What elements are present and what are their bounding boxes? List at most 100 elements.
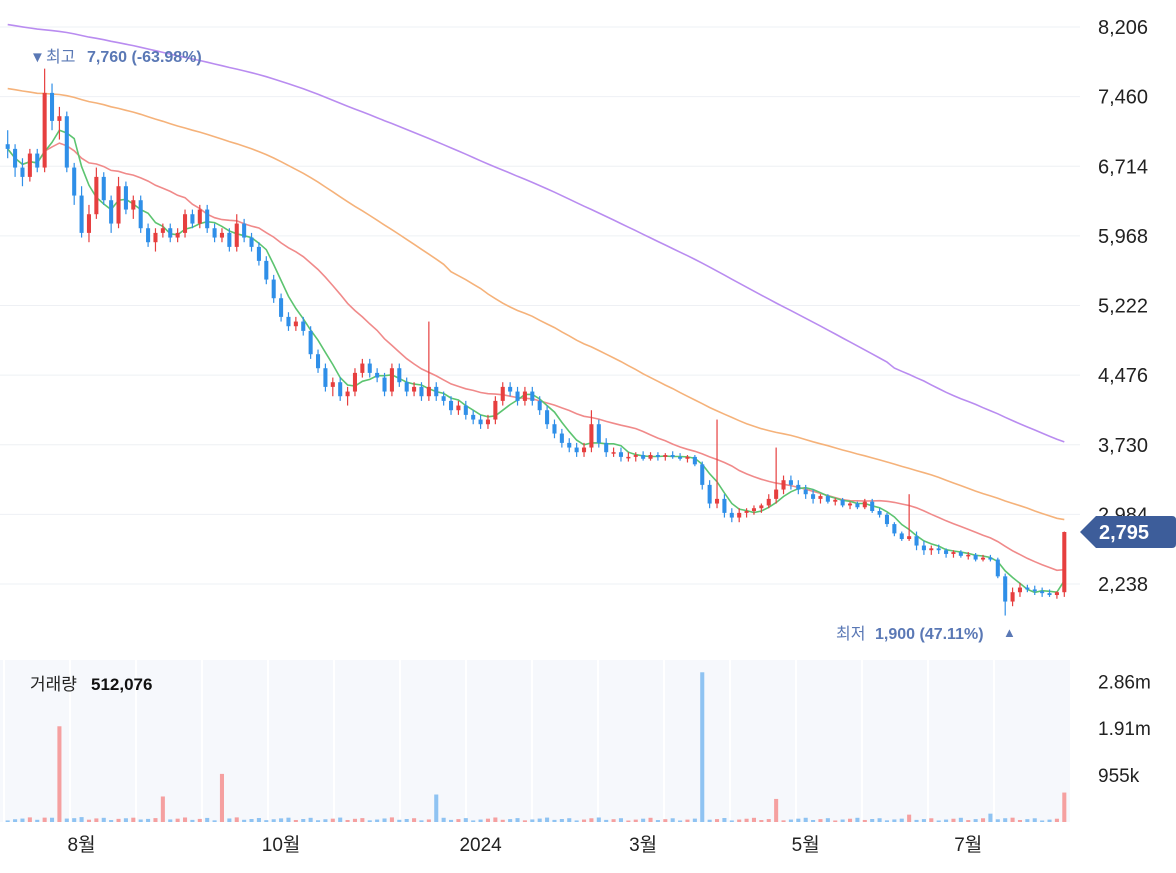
volume-bar[interactable] [818, 819, 823, 822]
candle[interactable] [485, 414, 491, 429]
candle[interactable] [212, 223, 217, 243]
candle[interactable] [840, 497, 845, 508]
candle[interactable] [818, 494, 823, 504]
candle[interactable] [973, 553, 978, 562]
volume-bar[interactable] [338, 817, 343, 822]
candle[interactable] [1062, 531, 1067, 597]
candle[interactable] [655, 452, 660, 461]
candle[interactable] [833, 497, 838, 506]
candle[interactable] [182, 209, 188, 238]
candle[interactable] [456, 400, 461, 415]
candle[interactable] [389, 363, 394, 397]
volume-bar[interactable] [641, 818, 646, 822]
candle[interactable] [663, 453, 668, 461]
volume-bar[interactable] [936, 820, 941, 822]
candle[interactable] [559, 428, 564, 448]
candle[interactable] [707, 480, 712, 509]
volume-bar[interactable] [678, 820, 683, 822]
candle[interactable] [781, 475, 786, 495]
volume-bar[interactable] [751, 817, 757, 822]
candle[interactable] [397, 363, 402, 387]
candle[interactable] [338, 377, 343, 401]
candle[interactable] [20, 158, 25, 187]
volume-bar[interactable] [131, 817, 136, 822]
candle[interactable] [522, 386, 527, 406]
volume-bar[interactable] [456, 819, 461, 822]
volume-bar[interactable] [700, 672, 705, 822]
candle[interactable] [1025, 584, 1030, 593]
volume-bar[interactable] [633, 819, 638, 822]
volume-bar[interactable] [589, 818, 594, 822]
candle[interactable] [825, 494, 830, 504]
volume-bar[interactable] [567, 818, 572, 822]
volume-bar[interactable] [94, 818, 99, 822]
volume-bar[interactable] [308, 817, 313, 822]
volume-bar[interactable] [315, 820, 321, 822]
volume-bar[interactable] [175, 818, 180, 822]
volume-bar[interactable] [197, 818, 202, 822]
candle[interactable] [515, 386, 520, 406]
volume-bar[interactable] [552, 819, 557, 822]
volume-bar[interactable] [123, 818, 128, 822]
candle[interactable] [648, 452, 653, 461]
volume-bar[interactable] [249, 819, 254, 822]
volume-bar[interactable] [35, 819, 40, 822]
volume-bar[interactable] [892, 819, 897, 822]
candle[interactable] [308, 326, 313, 359]
volume-bar[interactable] [279, 818, 284, 822]
candle[interactable] [862, 498, 867, 510]
candle[interactable] [921, 540, 926, 555]
candle[interactable] [567, 438, 572, 453]
candle[interactable] [227, 228, 232, 252]
candle[interactable] [692, 455, 697, 467]
candle[interactable] [79, 186, 84, 238]
volume-bar[interactable] [367, 820, 372, 822]
volume-bar[interactable] [256, 818, 261, 822]
candle[interactable] [419, 382, 424, 401]
volume-bar[interactable] [293, 819, 298, 822]
candle[interactable] [382, 372, 387, 397]
candle[interactable] [877, 508, 882, 518]
candle[interactable] [271, 274, 276, 303]
candle[interactable] [242, 218, 247, 243]
candle[interactable] [441, 391, 446, 406]
volume-bar[interactable] [448, 819, 454, 822]
candle[interactable] [64, 111, 69, 173]
candle[interactable] [892, 522, 897, 537]
volume-bar[interactable] [500, 819, 505, 822]
volume-bar[interactable] [774, 798, 779, 822]
candle[interactable] [160, 223, 165, 238]
candles[interactable] [5, 68, 1067, 616]
volume-bar[interactable] [153, 818, 158, 822]
candle[interactable] [751, 505, 757, 515]
candle[interactable] [811, 489, 816, 504]
candle[interactable] [5, 130, 10, 159]
volume-bar[interactable] [1054, 818, 1059, 822]
candle[interactable] [1017, 582, 1023, 597]
volume-bar[interactable] [441, 817, 446, 822]
candle[interactable] [611, 447, 616, 457]
candle[interactable] [412, 382, 417, 397]
candle[interactable] [855, 501, 860, 510]
volume-bar[interactable] [301, 819, 306, 822]
volume-bar[interactable] [877, 818, 882, 822]
volume-bar[interactable] [980, 818, 986, 822]
candle[interactable] [35, 148, 40, 173]
candle[interactable] [722, 494, 727, 518]
volume-bar[interactable] [929, 818, 934, 822]
volume-bar[interactable] [921, 819, 926, 822]
volume-bar[interactable] [707, 819, 712, 822]
volume-bar[interactable] [57, 726, 62, 822]
candle[interactable] [766, 494, 771, 509]
candle[interactable] [951, 550, 956, 558]
volume-bar[interactable] [404, 819, 409, 822]
volume-bar[interactable] [27, 817, 32, 822]
volume-bar[interactable] [242, 819, 247, 822]
candle[interactable] [847, 501, 853, 510]
volume-bar[interactable] [766, 819, 771, 822]
volume-bar[interactable] [811, 819, 816, 822]
candle[interactable] [286, 312, 291, 331]
candle[interactable] [596, 419, 601, 448]
volume-bar[interactable] [611, 819, 616, 822]
